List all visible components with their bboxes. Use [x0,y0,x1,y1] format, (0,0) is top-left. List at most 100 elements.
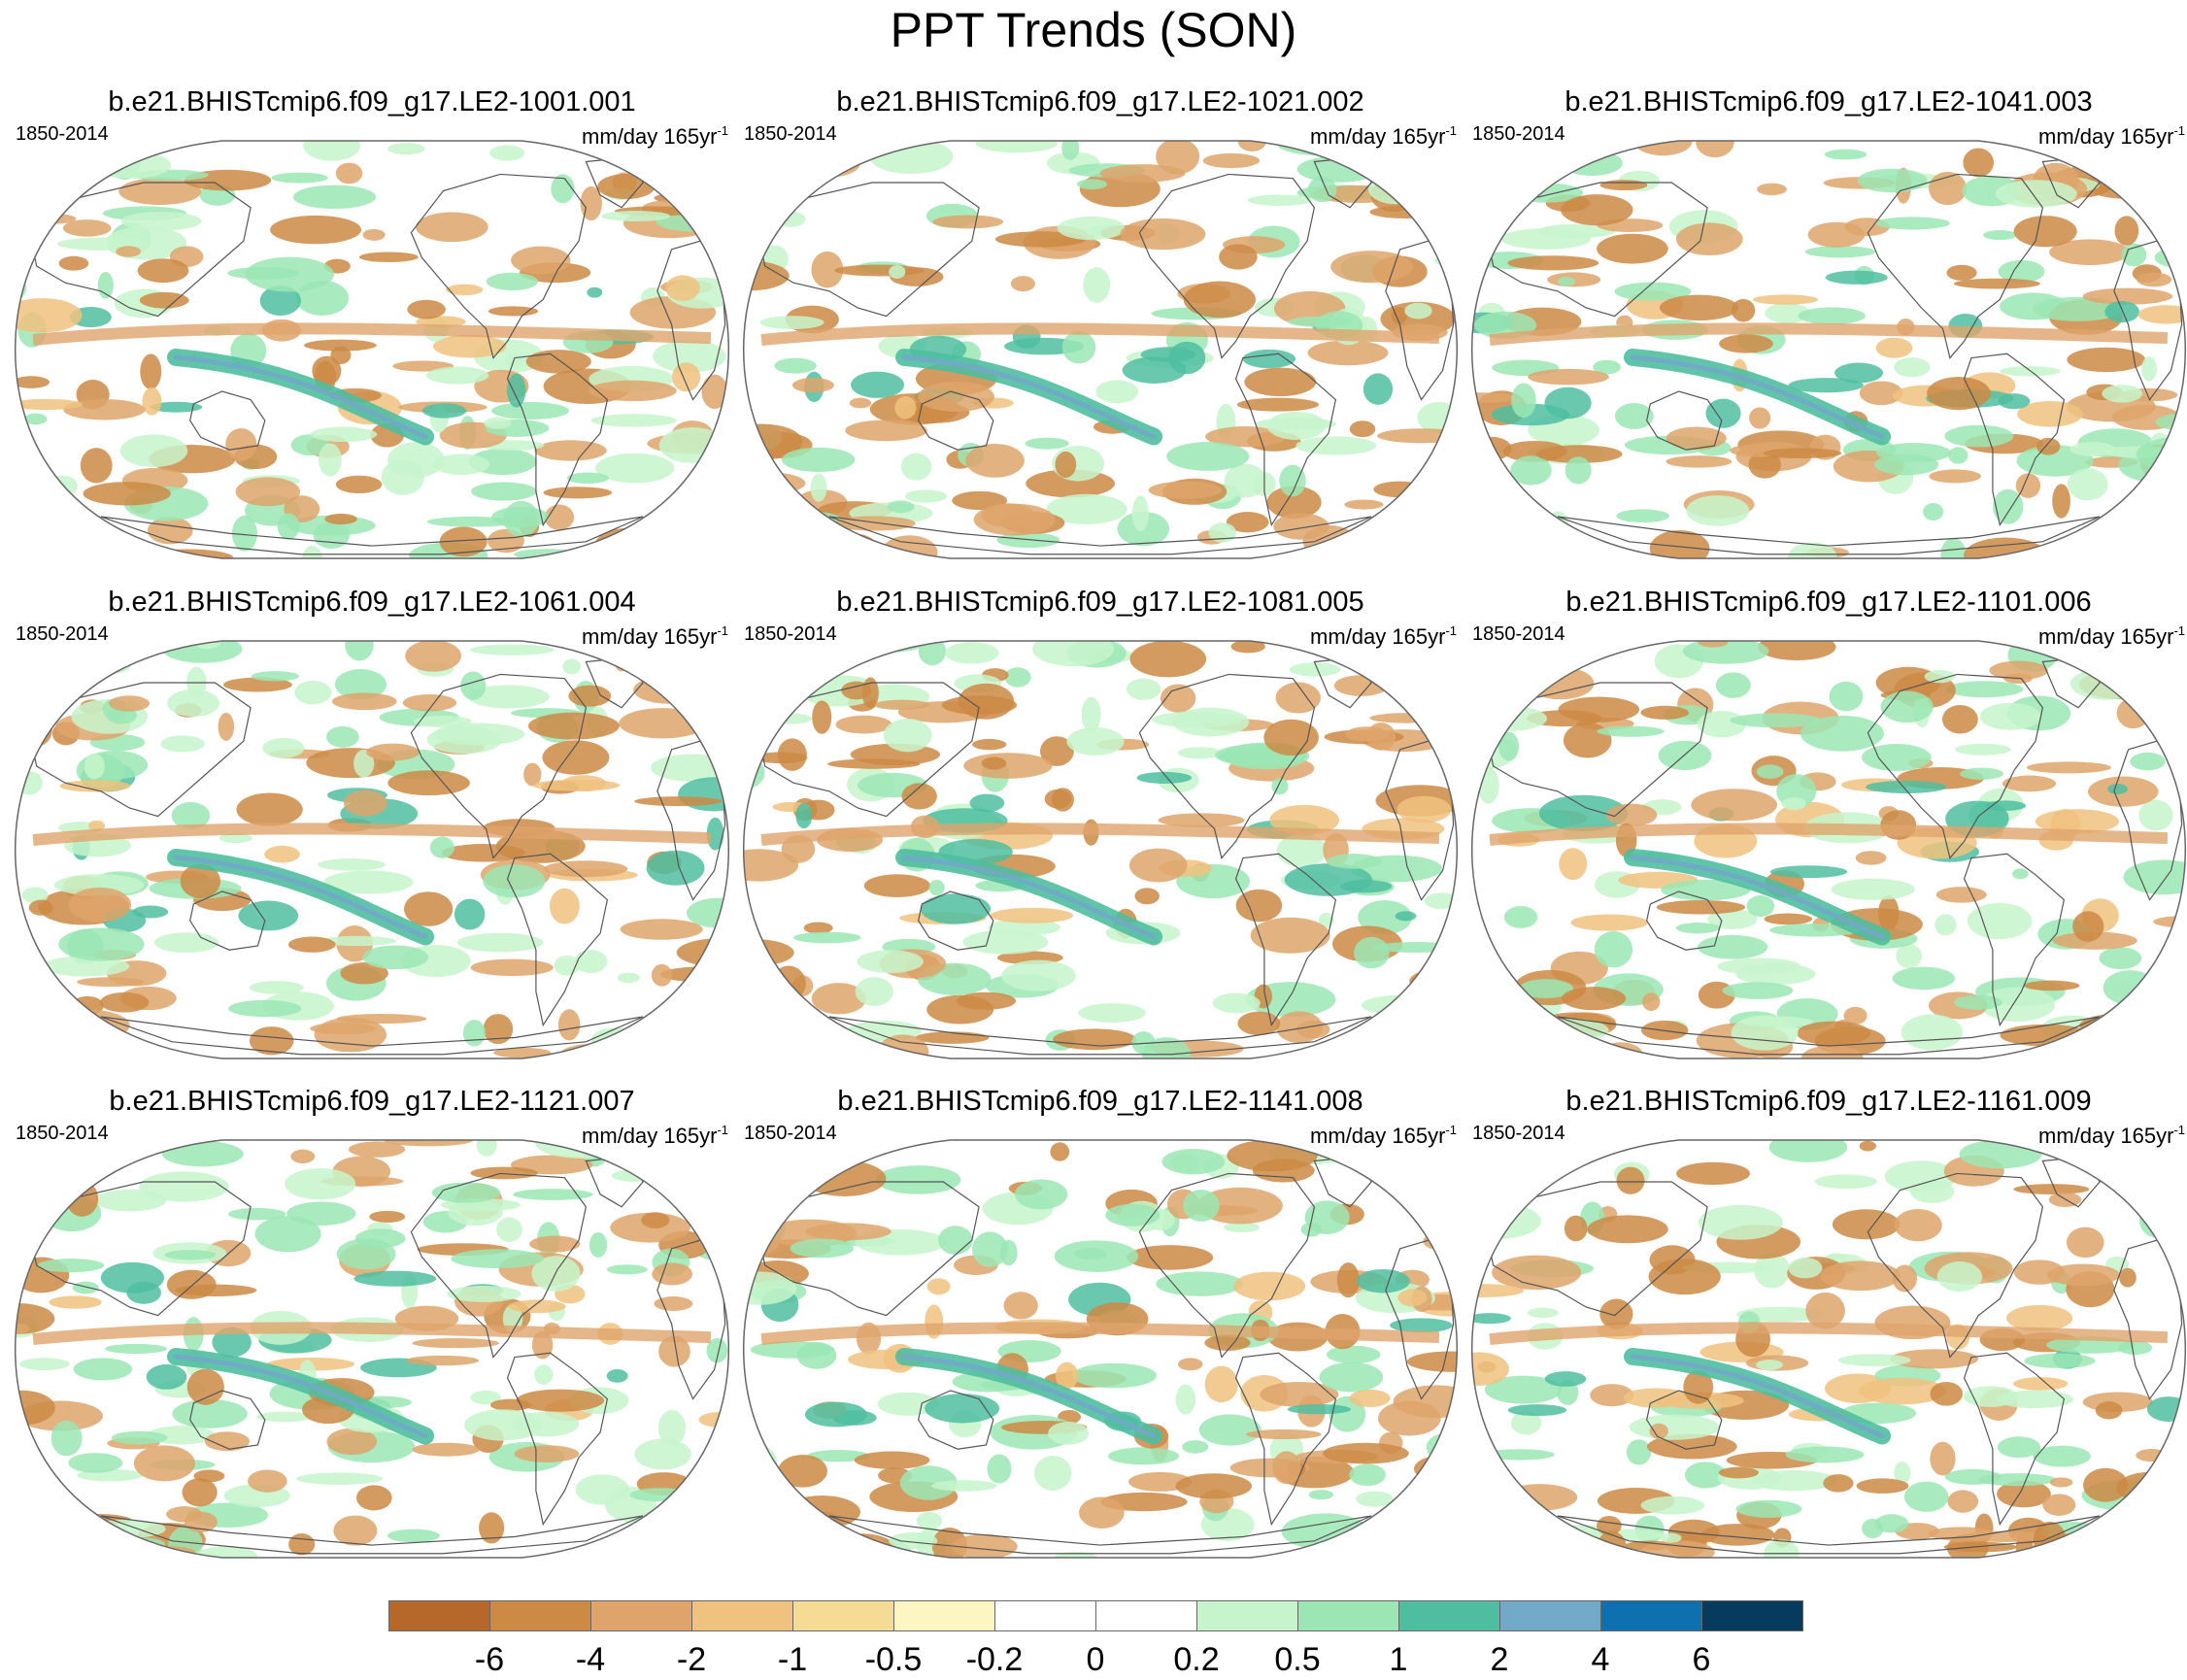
colorbar-label: -4 [575,1641,606,1678]
trend-contour [1686,495,1750,526]
trend-contour [1004,667,1031,688]
trend-contour [447,1286,522,1302]
trend-contour [345,640,374,661]
trend-contour [1349,1389,1391,1408]
trend-contour [1675,923,1721,934]
trend-contour [277,513,300,540]
trend-contour [1224,1222,1261,1233]
trend-contour [1129,640,1207,678]
trend-contour [743,1445,778,1479]
trend-contour [1397,1289,1428,1307]
trend-contour [1894,1461,1911,1485]
trend-contour [2104,301,2140,323]
trend-contour [142,386,162,416]
trend-contour [597,174,656,200]
trend-contour [1300,1222,1323,1237]
trend-contour [796,1341,837,1369]
trend-contour [366,743,420,761]
trend-contour [1752,294,1819,305]
trend-contour [686,1508,729,1540]
trend-contour [292,185,377,210]
trend-contour [486,272,539,291]
trend-contour [1511,383,1536,419]
trend-contour [1564,1215,1588,1242]
trend-contour [1967,902,2033,940]
trend-contour [1307,340,1389,366]
trend-contour [2137,305,2186,324]
trend-contour [1247,194,1313,206]
coastline [189,390,266,451]
panel-units: mm/day 165yr-1 [1310,623,1457,649]
trend-contour [1349,420,1376,438]
colorbar-label: 4 [1591,1641,1610,1678]
trend-contour [1250,917,1330,954]
trend-contour [606,1369,628,1383]
trend-contour [1076,179,1108,190]
trend-contour [1977,1473,2057,1487]
trend-contour [1319,541,1357,557]
trend-contour [1880,690,1934,723]
trend-contour [516,1389,605,1412]
map-outline [742,640,1459,1059]
trend-contour [1242,349,1296,369]
trend-contour [1626,1439,1652,1465]
robinson-map [1470,140,2187,559]
trend-contour [560,1043,639,1059]
trend-contour [2002,775,2057,792]
panel-period: 1850-2014 [1472,1123,1565,1144]
trend-contour [1105,1203,1161,1226]
trend-contour [1492,1255,1582,1291]
trend-contour [1535,445,1623,463]
trend-contour [147,517,193,545]
trend-contour [926,1278,951,1295]
trend-contour [82,140,106,149]
trend-contour [1120,218,1206,251]
colorbar-label: -1 [777,1641,808,1678]
trend-contour [877,1392,940,1416]
trend-contour [1764,913,1813,925]
trend-contour [139,291,189,309]
trend-contour [262,737,305,758]
trend-contour [653,340,726,373]
trend-contour [15,643,88,668]
trend-contour [1078,1003,1146,1023]
trend-contour [1960,767,2003,780]
trend-contour [15,1303,55,1334]
panel-units: mm/day 165yr-1 [582,123,728,149]
trend-contour [353,749,375,778]
coastline [1646,1390,1723,1450]
trend-contour [496,1217,522,1242]
trend-contour [330,346,352,365]
trend-contour [2017,400,2083,427]
trend-contour [335,162,363,185]
trend-contour [1034,1455,1072,1492]
trend-contour [470,958,554,977]
trend-contour [2102,385,2143,403]
trend-contour [994,231,1087,248]
trend-contour [743,655,800,678]
trend-contour [1381,661,1446,695]
trend-contour [665,1169,721,1193]
coastline [1234,1352,1337,1527]
trend-contour [1507,1404,1567,1417]
trend-contour [1095,380,1139,404]
trend-contour [1719,334,1773,353]
trend-contour [2173,732,2186,754]
trend-contour [73,1358,133,1381]
trend-contour [1597,233,1668,264]
trend-contour [743,1494,801,1522]
itcz-band [760,322,1440,346]
trend-contour [826,1533,898,1559]
trend-contour [1226,512,1269,533]
trend-contour [1756,764,1784,779]
trend-contour [855,977,893,1006]
trend-contour [16,712,52,748]
trend-contour [256,1411,313,1423]
map-outline [1470,1139,2187,1559]
trend-contour [1471,1503,1495,1532]
trend-contour [1498,731,1520,761]
coastline [757,182,980,318]
trend-contour [120,211,202,231]
trend-contour [1175,1473,1253,1499]
trend-contour [772,713,813,724]
